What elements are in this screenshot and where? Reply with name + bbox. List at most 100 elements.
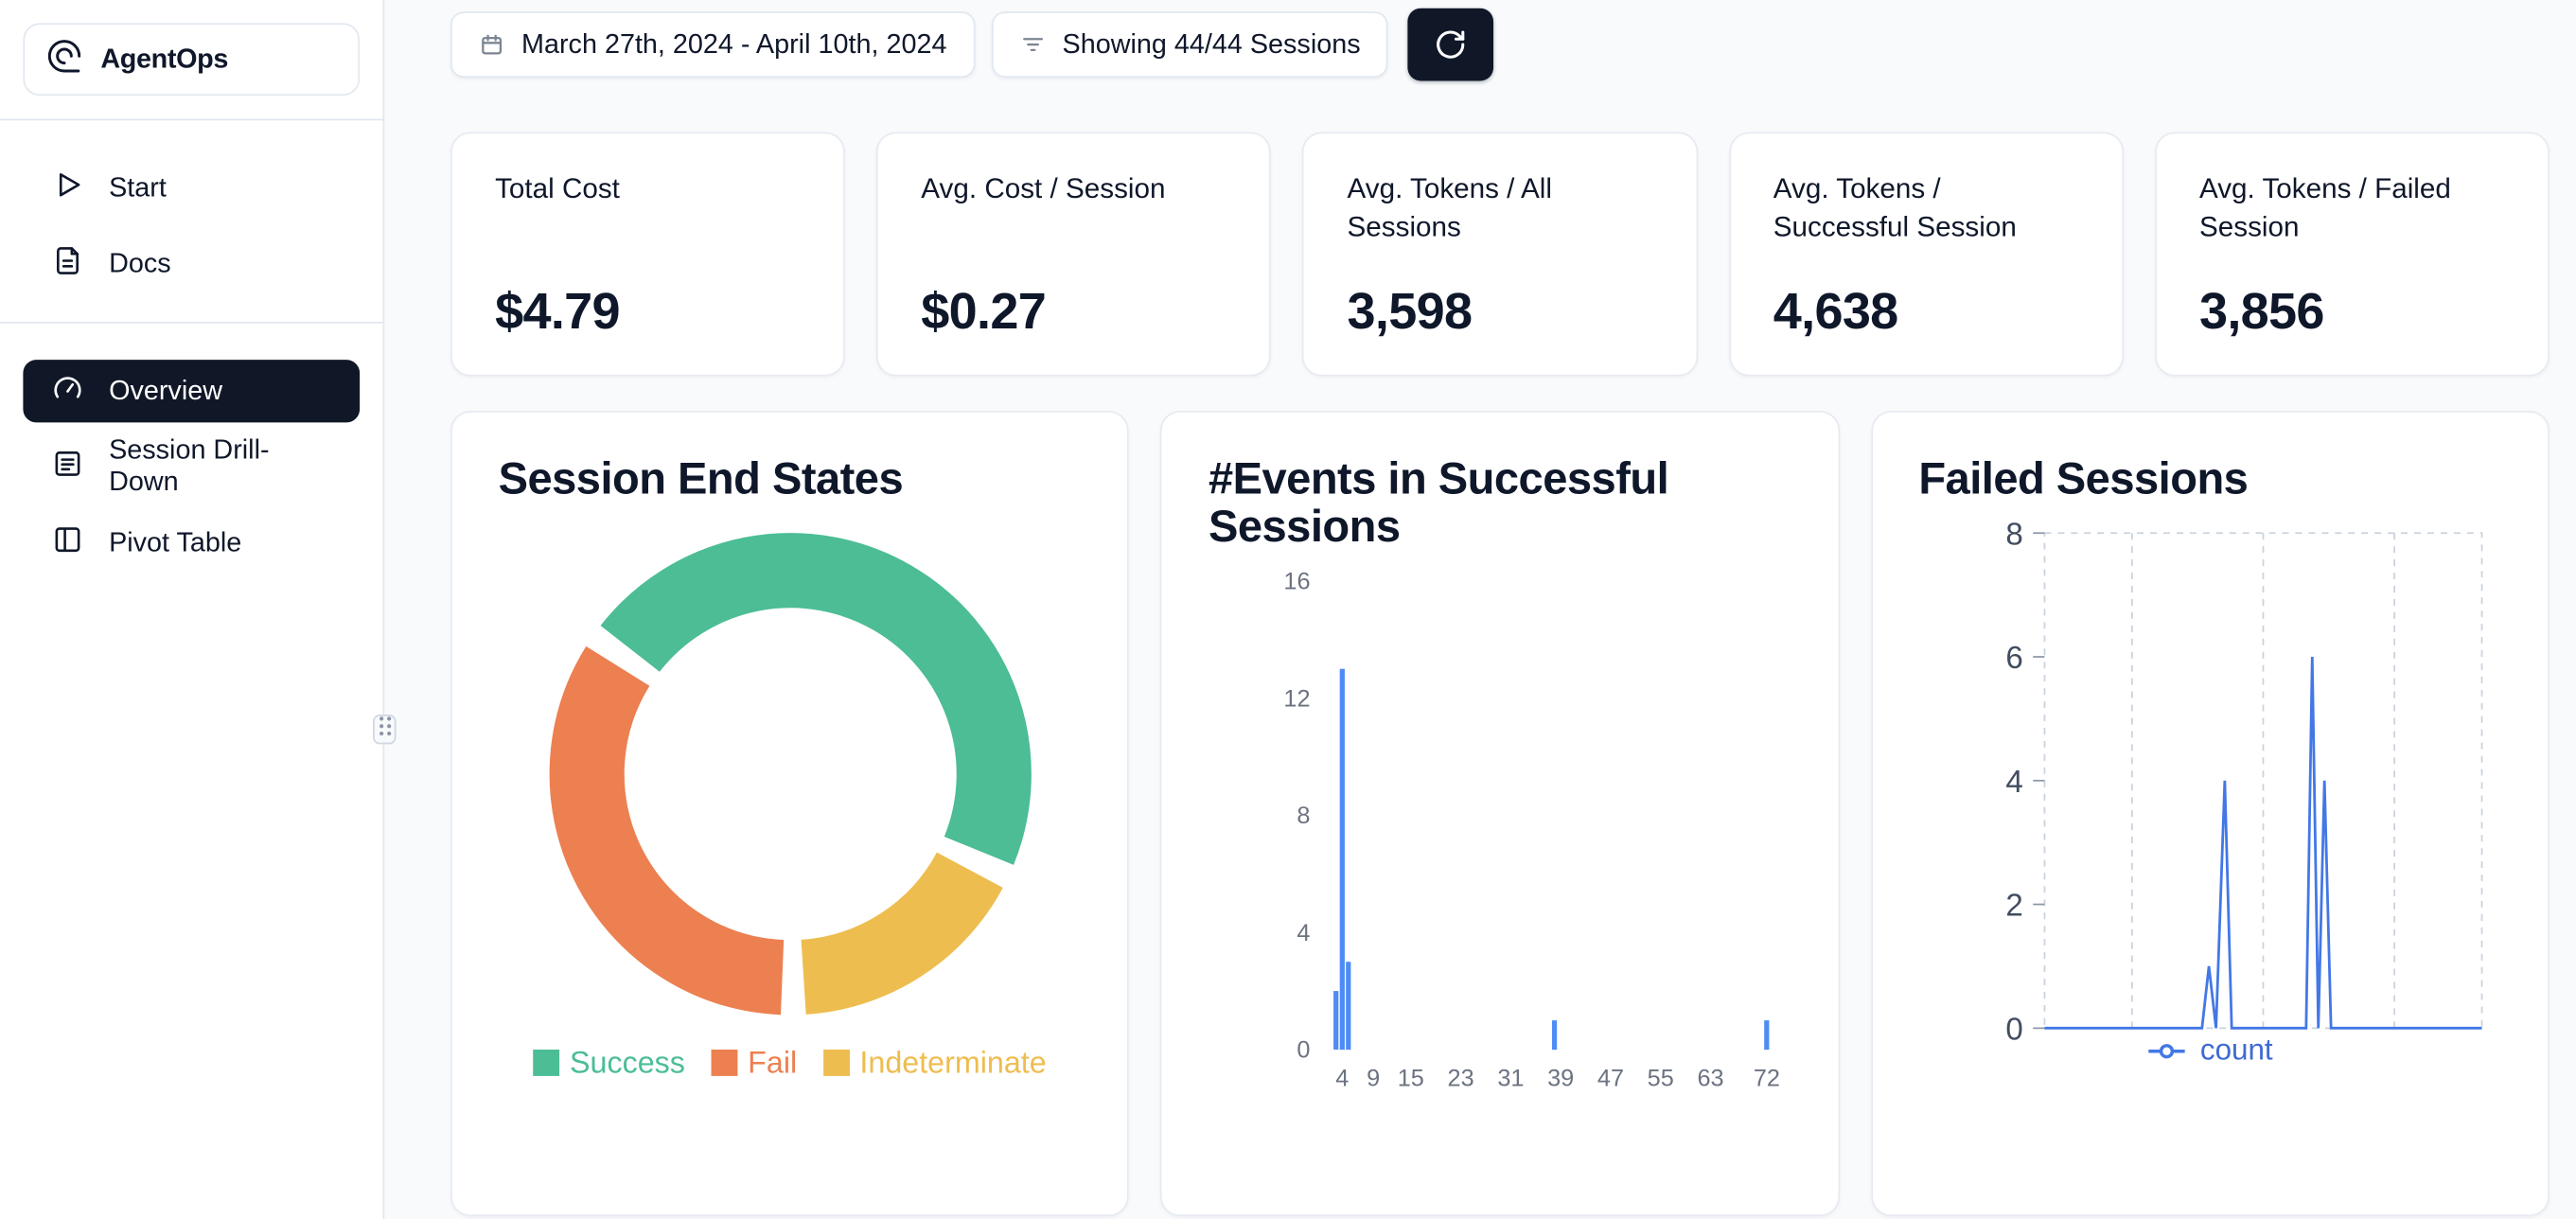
stat-card-avg-tokens-failed: Avg. Tokens / Failed Session 3,856 — [2154, 132, 2550, 377]
svg-text:47: 47 — [1597, 1065, 1624, 1091]
failed-sessions-line-chart: 0 2 4 6 8 — [1896, 517, 2523, 1053]
sidebar-item-label: Docs — [109, 248, 171, 278]
donut-svg — [549, 532, 1032, 1015]
line-chart-svg: 0 2 4 6 8 — [2005, 517, 2482, 1048]
svg-text:0: 0 — [1297, 1037, 1311, 1064]
toolbar: March 27th, 2024 - April 10th, 2024 Show… — [450, 8, 2550, 81]
chart-title: Failed Sessions — [1918, 453, 2249, 504]
calendar-icon — [482, 34, 503, 55]
count-legend-label: count — [2199, 1033, 2273, 1067]
svg-text:72: 72 — [1754, 1065, 1780, 1091]
session-end-states-card: Session End States Success Fail Indetermin… — [450, 411, 1130, 1217]
sidebar-item-pivot-table[interactable]: Pivot Table — [23, 512, 360, 574]
legend-swatch — [711, 1049, 738, 1076]
svg-text:31: 31 — [1498, 1065, 1525, 1091]
stat-value: $0.27 — [921, 282, 1047, 341]
svg-text:12: 12 — [1284, 685, 1311, 712]
chart-title: #Events in Successful Sessions — [1208, 453, 1669, 552]
sidebar: AgentOps Start Docs O — [0, 0, 385, 1219]
event-count-bar — [1340, 668, 1346, 1051]
stat-card-avg-tokens-successful: Avg. Tokens / Successful Session 4,638 — [1728, 132, 2124, 377]
svg-text:39: 39 — [1548, 1065, 1575, 1091]
events-bar-chart: 0 4 8 12 16 4 9 15 23 31 39 47 55 63 72 — [1258, 561, 1810, 1122]
date-range-button[interactable]: March 27th, 2024 - April 10th, 2024 — [450, 11, 976, 78]
list-icon — [51, 447, 84, 488]
svg-text:9: 9 — [1367, 1065, 1381, 1091]
gauge-icon — [51, 370, 84, 412]
count-series-line — [2043, 656, 2481, 1030]
stat-value: $4.79 — [495, 282, 620, 341]
legend-swatch — [823, 1049, 850, 1076]
donut-legend: Success Fail Indeterminate — [499, 1045, 1082, 1081]
stat-label: Avg. Tokens / All Sessions — [1347, 173, 1552, 243]
sidebar-item-session-drill-down[interactable]: Session Drill-Down — [23, 435, 360, 498]
donut-slice-indeterminate — [800, 851, 1003, 1015]
svg-text:2: 2 — [2005, 889, 2022, 924]
events-in-successful-sessions-card: #Events in Successful Sessions 0 4 8 12 16 4 9… — [1160, 411, 1840, 1217]
svg-text:0: 0 — [2005, 1013, 2022, 1045]
donut-slice-fail — [549, 645, 785, 1015]
failed-sessions-card: Failed Sessions 0 2 4 6 8 count — [1870, 411, 2550, 1217]
legend-label: Fail — [748, 1044, 798, 1080]
sidebar-primary-nav: Start Docs — [0, 120, 383, 295]
legend-item-indeterminate[interactable]: Indeterminate — [823, 1045, 1047, 1081]
play-icon — [51, 168, 84, 209]
sidebar-divider — [0, 322, 383, 324]
legend-label: Indeterminate — [859, 1044, 1047, 1080]
charts-row: Session End States Success Fail Indetermin… — [450, 411, 2550, 1217]
logo-card[interactable]: AgentOps — [23, 23, 361, 97]
svg-text:4: 4 — [1336, 1065, 1350, 1091]
svg-text:6: 6 — [2005, 641, 2022, 676]
stat-value: 3,856 — [2198, 282, 2324, 341]
sidebar-divider — [0, 118, 383, 121]
svg-text:4: 4 — [2005, 765, 2022, 800]
sidebar-item-label: Start — [109, 172, 167, 203]
sidebar-item-label: Pivot Table — [109, 527, 242, 557]
svg-text:16: 16 — [1284, 569, 1311, 595]
app-title: AgentOps — [100, 44, 229, 74]
stat-label: Avg. Tokens / Failed Session — [2198, 173, 2451, 243]
sidebar-resize-handle[interactable] — [373, 714, 397, 745]
sessions-filter-button[interactable]: Showing 44/44 Sessions — [991, 11, 1389, 78]
svg-text:55: 55 — [1648, 1065, 1674, 1091]
svg-text:15: 15 — [1398, 1065, 1424, 1091]
stat-label: Total Cost — [495, 173, 620, 205]
svg-text:8: 8 — [2005, 517, 2022, 552]
agentops-logo-icon — [44, 35, 84, 83]
sidebar-item-docs[interactable]: Docs — [23, 233, 360, 295]
legend-label: Success — [569, 1044, 685, 1080]
stat-label: Avg. Tokens / Successful Session — [1773, 173, 2017, 243]
session-end-states-donut-chart — [546, 530, 1034, 1018]
stats-row: Total Cost $4.79 Avg. Cost / Session $0.… — [450, 132, 2550, 377]
stat-card-avg-cost-session: Avg. Cost / Session $0.27 — [876, 132, 1272, 377]
legend-item-success[interactable]: Success — [533, 1044, 685, 1081]
event-count-bar — [1333, 991, 1339, 1050]
count-legend-marker-icon — [2148, 1043, 2186, 1058]
sidebar-item-overview[interactable]: Overview — [23, 360, 361, 423]
event-count-bar — [1764, 1020, 1770, 1051]
legend-swatch — [533, 1049, 560, 1076]
refresh-button[interactable] — [1408, 8, 1494, 81]
svg-text:23: 23 — [1448, 1065, 1474, 1091]
filter-icon — [1022, 38, 1043, 52]
sidebar-secondary-nav: Overview Session Drill-Down Pivot Table — [0, 324, 383, 574]
date-range-label: March 27th, 2024 - April 10th, 2024 — [521, 28, 947, 59]
docs-icon — [51, 243, 84, 285]
legend-item-fail[interactable]: Fail — [711, 1044, 798, 1081]
stat-label: Avg. Cost / Session — [921, 173, 1166, 205]
stat-card-total-cost: Total Cost $4.79 — [450, 132, 846, 377]
sidebar-item-start[interactable]: Start — [23, 157, 360, 220]
event-count-bar — [1552, 1020, 1558, 1051]
grip-dots-icon — [377, 714, 392, 745]
svg-text:8: 8 — [1297, 803, 1311, 829]
plot-frame — [2042, 532, 2482, 1030]
sessions-filter-label: Showing 44/44 Sessions — [1062, 28, 1361, 59]
stat-value: 3,598 — [1347, 282, 1473, 341]
line-chart-legend[interactable]: count — [1873, 1034, 2549, 1069]
svg-text:63: 63 — [1698, 1065, 1724, 1091]
chart-title: Session End States — [498, 453, 904, 504]
refresh-icon — [1437, 30, 1466, 59]
sidebar-item-label: Session Drill-Down — [109, 435, 270, 497]
